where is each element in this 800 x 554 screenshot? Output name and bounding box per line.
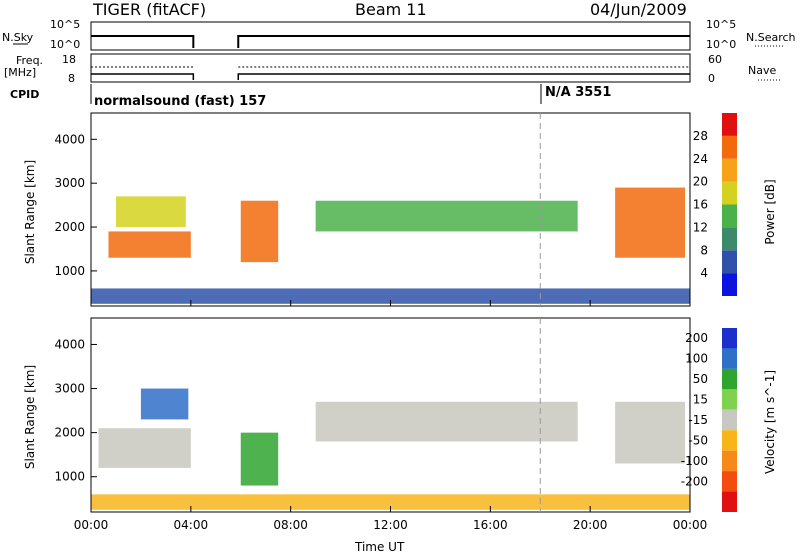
cpid-value-1: N/A 3551 [545, 85, 612, 100]
power-y-tick-label: 1000 [54, 264, 85, 278]
power-colorbar-segment [722, 227, 737, 251]
power-y-tick-label: 3000 [54, 176, 85, 190]
velocity-colorbar-tick-label: -15 [688, 413, 708, 427]
x-tick-label: 04:00 [174, 518, 209, 532]
x-tick-label: 00:00 [74, 518, 109, 532]
power-colorbar-segment [722, 250, 737, 274]
cpid-value-0: normalsound (fast) 157 [94, 94, 267, 109]
x-tick-label: 16:00 [473, 518, 508, 532]
power-echo-region [240, 200, 279, 263]
nave-tick-top: 60 [708, 53, 722, 66]
freq-unit-label: [MHz] [4, 66, 37, 79]
freq-label: Freq. [16, 54, 44, 67]
velocity-colorbar-segment [722, 409, 737, 431]
power-colorbar-segment [722, 113, 737, 136]
velocity-colorbar-segment [722, 368, 737, 390]
power-echo-region [108, 231, 191, 258]
nsearch-tick-top: 10^5 [706, 18, 737, 31]
nsky-tick-top: 10^5 [50, 18, 81, 31]
power-colorbar-tick-label: 16 [693, 198, 708, 212]
nave-label: Nave [748, 64, 777, 77]
power-colorbar-tick-label: 28 [693, 129, 708, 143]
velocity-echo-region [315, 401, 578, 442]
x-tick-label: 00:00 [673, 518, 708, 532]
velocity-colorbar-tick-label: -100 [681, 454, 708, 468]
x-axis-label: Time UT [355, 540, 405, 554]
nsky-tick-bottom: 10^0 [50, 38, 81, 51]
power-colorbar-segment [722, 135, 737, 159]
velocity-colorbar-tick-label: -50 [688, 433, 708, 447]
velocity-y-tick-label: 4000 [54, 337, 85, 351]
power-y-tick-label: 2000 [54, 220, 85, 234]
x-tick-label: 12:00 [373, 518, 408, 532]
velocity-colorbar-segment [722, 430, 737, 451]
velocity-y-tick-label: 1000 [54, 470, 85, 484]
velocity-colorbar-tick-label: 100 [685, 352, 708, 366]
velocity-colorbar-segment [722, 450, 737, 472]
power-colorbar-tick-label: 4 [700, 266, 708, 280]
power-echo-region [615, 187, 686, 258]
freq-tick-bottom: 8 [68, 72, 75, 85]
cpid-label: CPID [10, 88, 40, 101]
power-colorbar-tick-label: 8 [700, 243, 708, 257]
power-colorbar-segment [722, 273, 737, 296]
nsearch-tick-bottom: 10^0 [706, 38, 737, 51]
nsky-trace [91, 35, 690, 48]
velocity-colorbar-tick-label: 50 [693, 372, 708, 386]
power-echo-region [315, 200, 578, 232]
velocity-colorbar-segment [722, 491, 737, 512]
velocity-y-tick-label: 3000 [54, 382, 85, 396]
power-colorbar-tick-label: 24 [693, 152, 708, 166]
velocity-colorbar-segment [722, 348, 737, 369]
velocity-colorbar-tick-label: 200 [685, 331, 708, 345]
velocity-echo-region [615, 401, 686, 464]
date-label: 04/Jun/2009 [590, 0, 687, 19]
power-echo-region [91, 288, 690, 304]
power-colorbar-tick-label: 12 [693, 220, 708, 234]
power-echo-region [115, 196, 186, 228]
velocity-echo-region [98, 428, 191, 468]
velocity-echo-region [240, 432, 279, 486]
velocity-colorbar-segment [722, 328, 737, 349]
velocity-echo-region [140, 388, 189, 420]
freq-strip [90, 53, 691, 83]
velocity-colorbar-tick-label: -200 [681, 474, 708, 488]
beam-label: Beam 11 [355, 0, 427, 19]
velocity-colorbar-segment [722, 389, 737, 410]
velocity-y-tick-label: 2000 [54, 426, 85, 440]
nave-tick-bottom: 0 [708, 72, 715, 85]
power-colorbar-tick-label: 20 [693, 175, 708, 189]
velocity-colorbar-segment [722, 471, 737, 492]
freq-trace [91, 73, 690, 80]
x-tick-label: 08:00 [273, 518, 308, 532]
page-title: TIGER (fitACF) [93, 0, 207, 19]
x-tick-label: 20:00 [573, 518, 608, 532]
velocity-colorbar-tick-label: 15 [693, 393, 708, 407]
power-colorbar-segment [722, 204, 737, 228]
nsearch-label: N.Search [746, 31, 796, 44]
power-colorbar-segment [722, 181, 737, 205]
power-colorbar-segment [722, 158, 737, 182]
power-y-tick-label: 4000 [54, 132, 85, 146]
nsky-label: N.Sky [2, 31, 34, 44]
freq-tick-top: 18 [62, 53, 76, 66]
